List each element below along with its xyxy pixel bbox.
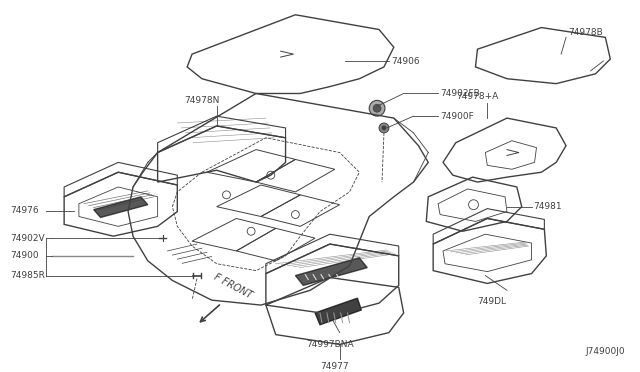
- Polygon shape: [315, 298, 362, 325]
- Text: F FRONT: F FRONT: [212, 272, 254, 300]
- Text: 74981: 74981: [534, 202, 562, 211]
- Text: 74900: 74900: [10, 251, 38, 260]
- Text: 74906: 74906: [391, 57, 419, 65]
- Text: 74978B: 74978B: [568, 28, 603, 37]
- Text: 74997BNA: 74997BNA: [306, 340, 354, 349]
- Text: 749DL: 749DL: [477, 297, 507, 306]
- Text: 74977: 74977: [321, 362, 349, 371]
- Text: 74902V: 74902V: [10, 234, 45, 243]
- Text: 74985R: 74985R: [10, 271, 45, 280]
- Text: 74976: 74976: [10, 206, 38, 215]
- Text: 74900F: 74900F: [440, 112, 474, 121]
- Text: 74902FB: 74902FB: [440, 89, 480, 98]
- Circle shape: [381, 125, 387, 131]
- Circle shape: [379, 123, 389, 133]
- Circle shape: [373, 104, 381, 112]
- Polygon shape: [93, 197, 148, 218]
- Text: 74978+A: 74978+A: [456, 92, 499, 101]
- Text: 74978N: 74978N: [184, 96, 220, 105]
- Polygon shape: [296, 258, 367, 285]
- Text: J74900J0: J74900J0: [586, 347, 625, 356]
- Circle shape: [369, 100, 385, 116]
